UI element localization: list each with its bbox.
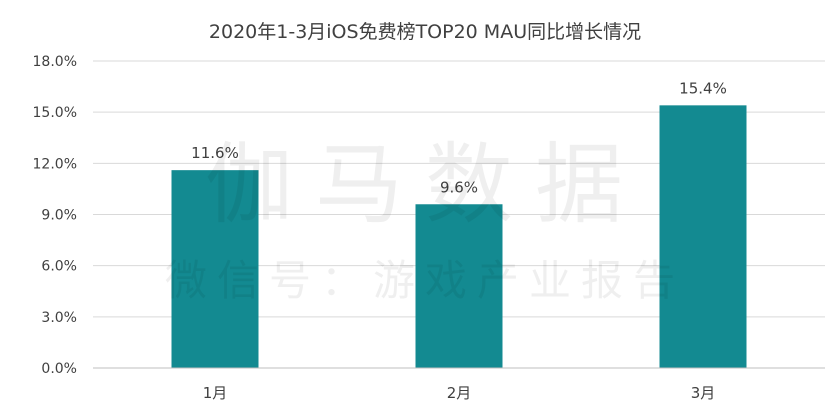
y-tick-label: 6.0%: [41, 259, 77, 275]
x-category-label: 3月: [691, 384, 716, 402]
x-category-label: 2月: [447, 384, 472, 402]
y-tick-label: 15.0%: [33, 105, 77, 121]
y-tick-label: 18.0%: [33, 54, 77, 70]
y-tick-label: 3.0%: [41, 310, 77, 326]
y-axis-ticks: 0.0% 3.0% 6.0% 9.0% 12.0% 15.0% 18.0%: [33, 54, 77, 377]
data-label: 15.4%: [679, 79, 727, 97]
bar: [659, 105, 747, 368]
bar: [171, 170, 259, 368]
chart-title: 2020年1-3月iOS免费榜TOP20 MAU同比增长情况: [209, 21, 641, 43]
x-axis-categories: 1月 2月 3月: [203, 384, 716, 402]
data-label: 9.6%: [440, 178, 478, 196]
y-tick-label: 0.0%: [41, 361, 77, 377]
y-tick-label: 9.0%: [41, 208, 77, 224]
data-label: 11.6%: [191, 144, 239, 162]
watermark-subtext: 微信号：游戏产业报告: [165, 256, 685, 305]
watermark-logo-text: 伽马数据: [205, 133, 645, 236]
bars: [171, 105, 747, 368]
bar: [415, 204, 503, 368]
data-labels: 11.6% 9.6% 15.4%: [191, 79, 727, 196]
x-category-label: 1月: [203, 384, 228, 402]
y-tick-label: 12.0%: [33, 156, 77, 172]
